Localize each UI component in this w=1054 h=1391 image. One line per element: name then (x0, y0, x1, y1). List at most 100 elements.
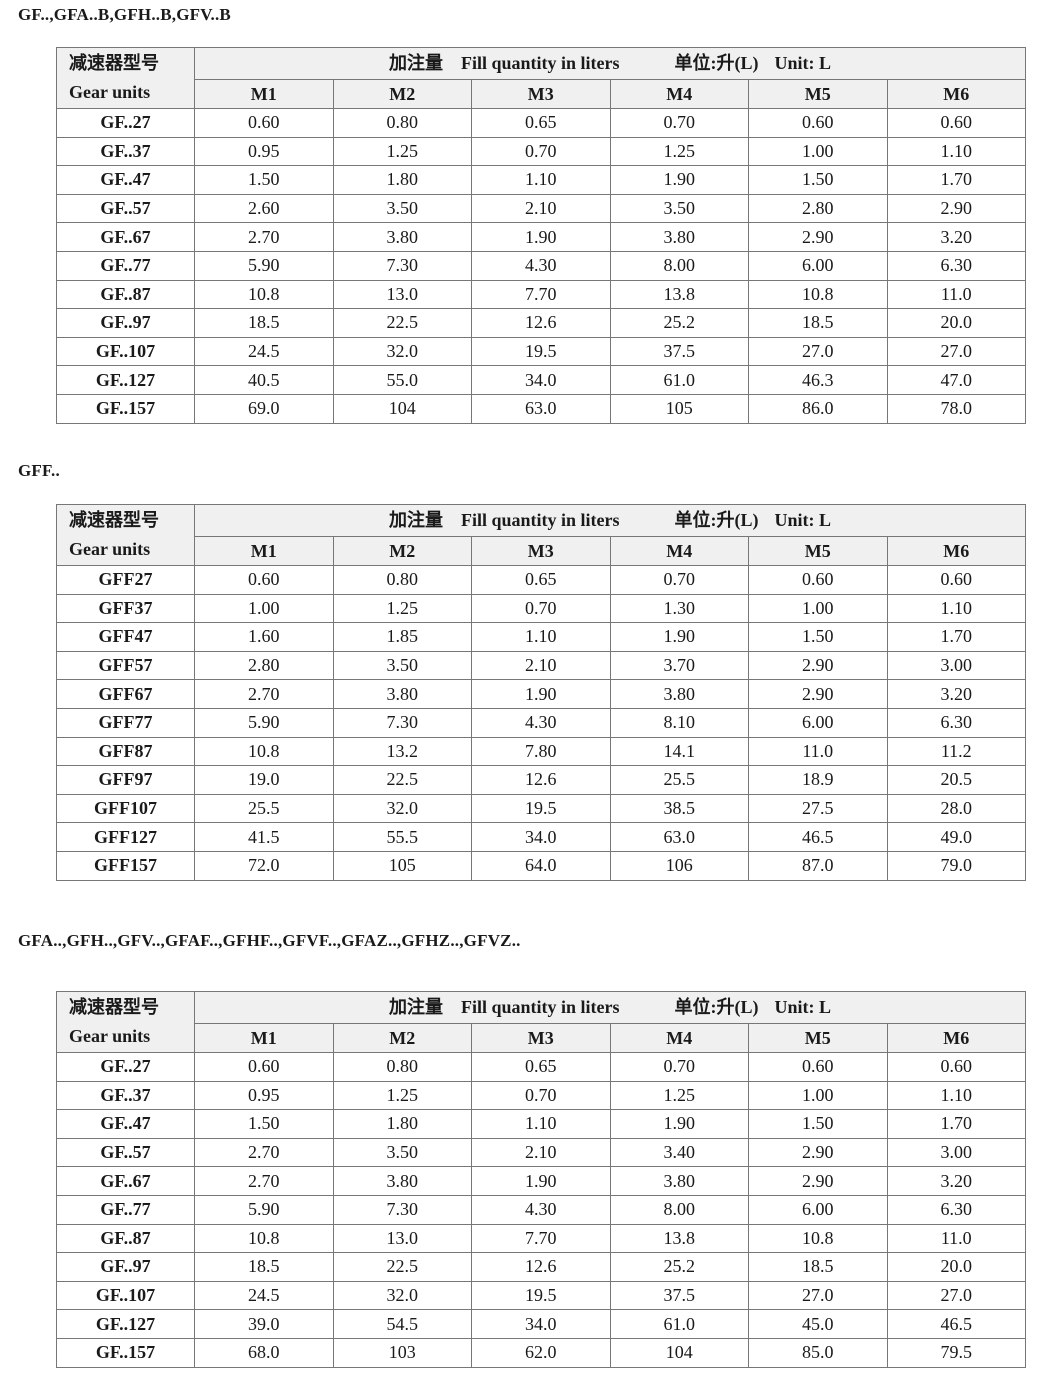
value-cell: 0.60 (748, 565, 888, 595)
value-cell: 2.90 (748, 1137, 888, 1168)
value-cell: 27.5 (748, 793, 888, 824)
table-row: GFF47 1.60 1.85 1.10 1.90 1.50 1.70 (56, 622, 1026, 652)
fill-quantity-header: 加注量 Fill quantity in liters 单位:升(L) Unit: L (194, 47, 1026, 80)
value-cell: 13.8 (609, 279, 749, 310)
column-header: M3 (471, 79, 611, 109)
gear-units-header: 减速器型号 Gear units (56, 47, 195, 109)
value-cell: 18.5 (748, 1252, 888, 1282)
gear-units-cn: 减速器型号 (69, 53, 159, 73)
value-cell: 41.5 (194, 822, 334, 852)
table-row: GFF37 1.00 1.25 0.70 1.30 1.00 1.10 (56, 593, 1026, 624)
value-cell: 13.0 (332, 279, 472, 310)
value-cell: 3.80 (332, 679, 472, 709)
value-cell: 34.0 (471, 1309, 611, 1339)
value-cell: 8.00 (609, 1194, 749, 1225)
value-cell: 1.80 (332, 165, 472, 195)
value-cell: 1.90 (471, 222, 611, 252)
value-cell: 49.0 (886, 822, 1026, 852)
value-cell: 0.60 (194, 565, 334, 595)
value-cell: 3.50 (332, 193, 472, 224)
value-cell: 6.00 (748, 707, 888, 738)
value-cell: 2.80 (194, 650, 334, 681)
value-cell: 2.90 (886, 193, 1026, 224)
value-cell: 1.25 (332, 593, 472, 624)
model-cell: GFF97 (56, 765, 195, 795)
value-cell: 1.10 (471, 165, 611, 195)
fill-cn: 加注量 (388, 510, 443, 530)
value-cell: 2.90 (748, 222, 888, 252)
value-cell: 0.80 (332, 565, 472, 595)
value-cell: 13.0 (332, 1223, 472, 1254)
model-cell: GF..27 (56, 1052, 195, 1082)
gear-units-en: Gear units (69, 539, 151, 559)
value-cell: 11.2 (886, 736, 1026, 767)
value-cell: 45.0 (748, 1309, 888, 1339)
value-cell: 2.10 (471, 1137, 611, 1168)
model-cell: GFF27 (56, 565, 195, 595)
header-row: 减速器型号 Gear units 加注量 Fill quantity in liter… (56, 991, 1026, 1053)
model-cell: GFF87 (56, 736, 195, 767)
value-cell: 7.70 (471, 1223, 611, 1254)
value-cell: 104 (332, 393, 472, 424)
value-cell: 3.80 (332, 1166, 472, 1196)
value-cell: 40.5 (194, 365, 334, 395)
value-cell: 0.60 (886, 1052, 1026, 1082)
column-header: M6 (886, 1023, 1026, 1053)
unit-en: Unit: L (774, 510, 832, 530)
model-cell: GF..57 (56, 1137, 195, 1168)
table-row: GF..97 18.5 22.5 12.6 25.2 18.5 20.0 (56, 308, 1026, 338)
value-cell: 55.5 (332, 822, 472, 852)
value-cell: 0.70 (609, 565, 749, 595)
value-cell: 6.30 (886, 250, 1026, 281)
table-row: GFF87 10.8 13.2 7.80 14.1 11.0 11.2 (56, 736, 1026, 767)
value-cell: 1.70 (886, 622, 1026, 652)
value-cell: 1.10 (471, 1109, 611, 1139)
value-cell: 2.90 (748, 650, 888, 681)
value-cell: 0.70 (471, 593, 611, 624)
value-cell: 4.30 (471, 707, 611, 738)
value-cell: 19.5 (471, 793, 611, 824)
column-header: M5 (748, 1023, 888, 1053)
value-cell: 7.70 (471, 279, 611, 310)
value-cell: 11.0 (886, 279, 1026, 310)
value-cell: 0.70 (609, 108, 749, 138)
value-cell: 20.0 (886, 308, 1026, 338)
section-title: GF..,GFA..B,GFH..B,GFV..B (18, 5, 231, 24)
value-cell: 1.85 (332, 622, 472, 652)
value-cell: 3.20 (886, 1166, 1026, 1196)
value-cell: 18.5 (194, 1252, 334, 1282)
table-row: GF..107 24.5 32.0 19.5 37.5 27.0 27.0 (56, 336, 1026, 367)
model-cell: GF..77 (56, 1194, 195, 1225)
column-header: M3 (471, 1023, 611, 1053)
value-cell: 7.30 (332, 1194, 472, 1225)
value-cell: 8.10 (609, 707, 749, 738)
value-cell: 10.8 (194, 736, 334, 767)
value-cell: 1.00 (194, 593, 334, 624)
fill-cn: 加注量 (388, 997, 443, 1017)
value-cell: 46.5 (748, 822, 888, 852)
column-header: M4 (609, 1023, 749, 1053)
value-cell: 61.0 (609, 1309, 749, 1339)
value-cell: 0.60 (194, 108, 334, 138)
value-cell: 27.0 (748, 336, 888, 367)
unit-cn: 单位:升(L) (674, 53, 759, 73)
column-header: M4 (609, 536, 749, 566)
value-cell: 2.80 (748, 193, 888, 224)
value-cell: 37.5 (609, 1280, 749, 1311)
value-cell: 11.0 (748, 736, 888, 767)
model-cell: GF..97 (56, 1252, 195, 1282)
table-row: GF..127 40.5 55.0 34.0 61.0 46.3 47.0 (56, 365, 1026, 395)
value-cell: 10.8 (194, 1223, 334, 1254)
value-cell: 1.50 (748, 622, 888, 652)
column-header: M2 (332, 1023, 472, 1053)
model-cell: GFF157 (56, 850, 195, 881)
value-cell: 2.70 (194, 1137, 334, 1168)
value-cell: 1.50 (748, 1109, 888, 1139)
value-cell: 3.80 (609, 1166, 749, 1196)
value-cell: 6.30 (886, 1194, 1026, 1225)
table-row: GF..97 18.5 22.5 12.6 25.2 18.5 20.0 (56, 1252, 1026, 1282)
value-cell: 86.0 (748, 393, 888, 424)
value-cell: 18.9 (748, 765, 888, 795)
model-cell: GF..27 (56, 108, 195, 138)
table-row: GFF77 5.90 7.30 4.30 8.10 6.00 6.30 (56, 707, 1026, 738)
